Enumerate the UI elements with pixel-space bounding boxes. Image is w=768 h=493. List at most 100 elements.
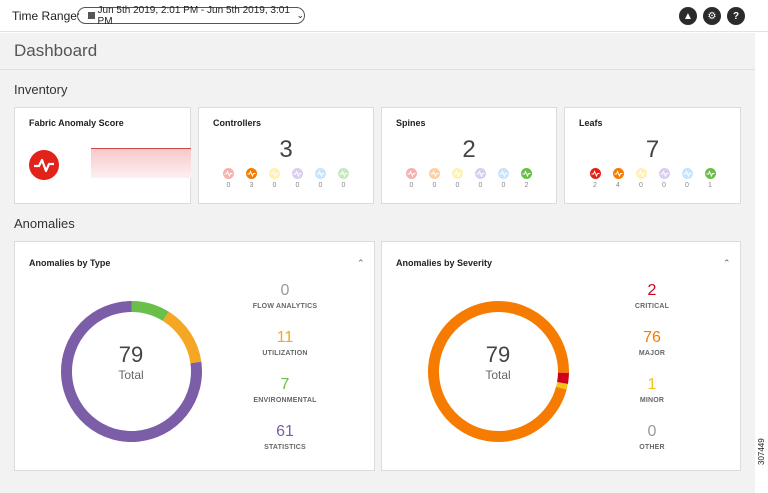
- health-icon: [498, 168, 509, 179]
- card-title: Controllers: [213, 118, 262, 128]
- donut-segment-utilization[interactable]: [162, 311, 202, 364]
- health-minor: 0: [452, 168, 464, 189]
- health-icon: [429, 168, 440, 179]
- collapse-chevron-icon[interactable]: ⌃: [357, 258, 365, 268]
- health-icon: [475, 168, 486, 179]
- anomalies-by-type-donut: [61, 301, 202, 442]
- anomalies-by-severity-card: Anomalies by Severity ⌃ 79 Total 2 CRITI…: [381, 241, 741, 471]
- health-minor: 0: [635, 168, 647, 189]
- anomalies-by-severity-donut: [428, 301, 569, 442]
- health-icon: [521, 168, 532, 179]
- stat-label: FLOW ANALYTICS: [252, 303, 318, 310]
- stat-value: 76: [643, 329, 661, 346]
- calendar-icon: [88, 12, 95, 19]
- stat-critical[interactable]: 2 CRITICAL: [592, 282, 712, 310]
- health-healthy: 1: [704, 168, 716, 189]
- health-healthy: 2: [521, 168, 533, 189]
- alert-icon[interactable]: ▲: [679, 7, 697, 25]
- gear-icon[interactable]: ⚙: [703, 7, 721, 25]
- health-icon: [612, 168, 624, 179]
- stat-utilization[interactable]: 11 UTILIZATION: [225, 329, 345, 357]
- health-healthy: 0: [338, 168, 350, 189]
- health-icon: [315, 168, 326, 179]
- top-bar: Time Range: Jun 5th 2019, 2:01 PM - Jun …: [0, 0, 768, 32]
- fabric-anomaly-score-card[interactable]: Fabric Anomaly Score: [14, 107, 191, 204]
- health-info: 0: [498, 168, 510, 189]
- health-info: 0: [681, 168, 693, 189]
- donut-segment-critical[interactable]: [557, 372, 569, 385]
- donut-total-label: Total: [485, 368, 511, 382]
- stat-other[interactable]: 0 OTHER: [592, 423, 712, 451]
- health-warning: 0: [292, 168, 304, 189]
- donut-segment-minor[interactable]: [556, 382, 568, 390]
- spines-card[interactable]: Spines 2 0 0 0 0 0 2: [381, 107, 557, 204]
- health-warning: 0: [475, 168, 487, 189]
- controllers-count: 3: [279, 136, 293, 163]
- anomalies-section-title: Anomalies: [14, 216, 75, 231]
- donut-segment-environmental[interactable]: [131, 301, 169, 322]
- controllers-health-row: 0 3 0 0 0 0: [199, 168, 373, 189]
- health-icon: [223, 168, 234, 179]
- health-major: 0: [429, 168, 441, 189]
- health-icon: [704, 168, 716, 179]
- stat-label: ENVIRONMENTAL: [253, 397, 317, 404]
- anomaly-score-icon: [29, 150, 59, 180]
- time-range-selector[interactable]: Jun 5th 2019, 2:01 PM - Jun 5th 2019, 3:…: [77, 4, 305, 27]
- health-critical: 0: [223, 168, 235, 189]
- donut-total: 79: [485, 342, 511, 367]
- health-icon: [246, 168, 257, 179]
- chevron-down-icon: ⌄: [296, 10, 304, 20]
- health-icon: [589, 168, 601, 179]
- donut-segment-major-b[interactable]: [428, 301, 567, 442]
- card-title: Spines: [396, 118, 426, 128]
- time-range-value: Jun 5th 2019, 2:01 PM - Jun 5th 2019, 3:…: [97, 4, 290, 27]
- health-icon: [452, 168, 463, 179]
- health-icon: [269, 168, 280, 179]
- health-icon: [658, 168, 670, 179]
- stat-label: CRITICAL: [634, 303, 670, 310]
- card-title: Leafs: [579, 118, 603, 128]
- stat-value: 11: [276, 329, 294, 346]
- stat-value: 7: [280, 376, 290, 393]
- stat-label: STATISTICS: [264, 444, 306, 451]
- health-icon: [338, 168, 349, 179]
- controllers-card[interactable]: Controllers 3 0 3 0 0 0 0: [198, 107, 374, 204]
- stat-minor[interactable]: 1 MINOR: [592, 376, 712, 404]
- stat-flow-analytics[interactable]: 0 FLOW ANALYTICS: [225, 282, 345, 310]
- health-critical: 0: [406, 168, 418, 189]
- spines-health-row: 0 0 0 0 0 2: [382, 168, 556, 189]
- card-title: Anomalies by Severity: [396, 258, 493, 268]
- health-minor: 0: [269, 168, 281, 189]
- dashboard-main: Dashboard Inventory Fabric Anomaly Score…: [0, 33, 755, 493]
- donut-total: 79: [118, 342, 144, 367]
- donut-segment-statistics[interactable]: [61, 301, 202, 442]
- spines-count: 2: [462, 136, 476, 163]
- donut-center: 79 Total: [458, 342, 538, 382]
- card-title: Anomalies by Type: [29, 258, 111, 268]
- donut-segment-major-a[interactable]: [498, 301, 569, 373]
- help-icon[interactable]: ?: [727, 7, 745, 25]
- anomaly-score-sparkline: [91, 148, 191, 178]
- stat-environmental[interactable]: 7 ENVIRONMENTAL: [225, 376, 345, 404]
- health-warning: 0: [658, 168, 670, 189]
- health-critical: 2: [589, 168, 601, 189]
- health-icon: [292, 168, 303, 179]
- stat-value: 2: [647, 282, 657, 299]
- donut-total-label: Total: [118, 368, 144, 382]
- health-icon: [635, 168, 647, 179]
- figure-number: 307449: [757, 438, 766, 465]
- stat-label: MINOR: [639, 397, 665, 404]
- stat-value: 0: [647, 423, 657, 440]
- stat-value: 61: [276, 423, 294, 440]
- health-icon: [406, 168, 417, 179]
- anomalies-by-type-card: Anomalies by Type ⌃ 79 Total 0 FLOW ANAL…: [14, 241, 375, 471]
- stat-major[interactable]: 76 MAJOR: [592, 329, 712, 357]
- health-major: 3: [246, 168, 258, 189]
- stat-statistics[interactable]: 61 STATISTICS: [225, 423, 345, 451]
- leafs-card[interactable]: Leafs 7 2 4 0 0 0 1: [564, 107, 741, 204]
- stat-label: UTILIZATION: [262, 350, 308, 357]
- title-divider: [0, 69, 755, 70]
- collapse-chevron-icon[interactable]: ⌃: [723, 258, 731, 268]
- stat-label: MAJOR: [638, 350, 666, 357]
- inventory-section-title: Inventory: [14, 82, 68, 97]
